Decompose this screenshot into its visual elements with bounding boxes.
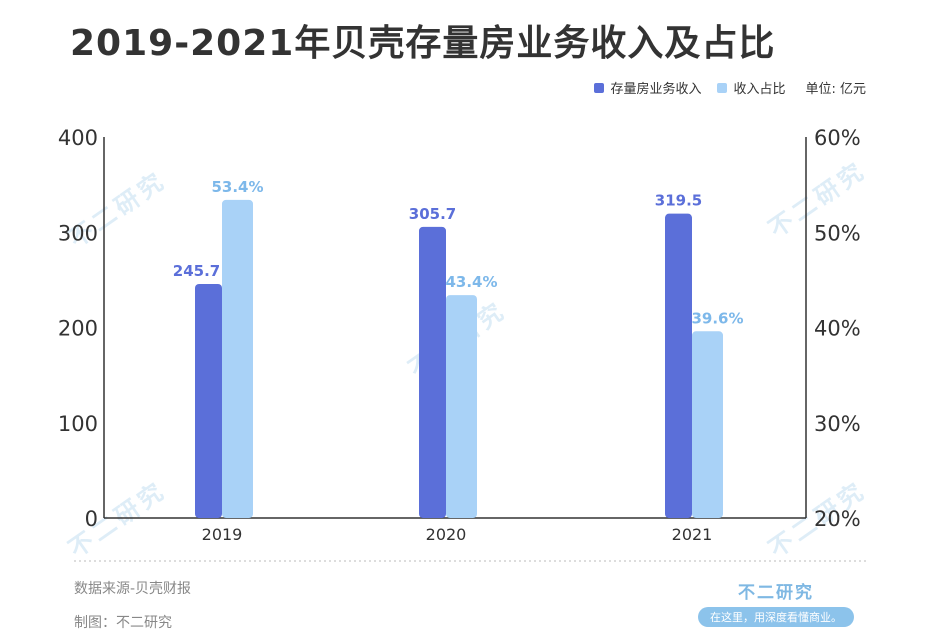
left-tick-label: 400 (58, 126, 98, 150)
right-tick-label: 50% (814, 221, 861, 245)
data-label-series2: 53.4% (211, 178, 263, 196)
legend-swatch-series1 (594, 82, 605, 93)
data-label-series2: 43.4% (445, 273, 497, 291)
bar-series1 (195, 283, 222, 518)
chart-legend: 存量房业务收入 收入占比 单位: 亿元 (594, 78, 866, 97)
right-tick-label: 40% (814, 317, 861, 341)
data-label-series1: 319.5 (655, 192, 702, 210)
x-tick-label: 2020 (426, 525, 467, 544)
data-label-series1: 245.7 (173, 262, 220, 280)
left-tick-label: 300 (58, 221, 98, 245)
left-tick-label: 200 (58, 317, 98, 341)
bar-series2 (222, 199, 253, 519)
x-tick-label: 2021 (672, 525, 713, 544)
right-tick-label: 30% (814, 412, 861, 436)
left-tick-label: 100 (58, 412, 98, 436)
bar-series1 (665, 213, 692, 518)
data-label-series1: 305.7 (409, 205, 456, 223)
x-tick-label: 2019 (202, 525, 243, 544)
source-note: 数据来源-贝壳财报 (74, 581, 192, 597)
brand-name: 不二研究 (738, 583, 814, 603)
bar-series1 (419, 226, 446, 519)
legend-label-series1: 存量房业务收入 (610, 82, 702, 97)
maker-note: 制图：不二研究 (74, 615, 172, 631)
left-tick-label: 0 (85, 507, 98, 531)
brand-slogan: 在这里，用深度看懂商业。 (698, 607, 854, 627)
unit-label: 单位: 亿元 (805, 82, 866, 97)
bar-series2 (446, 295, 477, 518)
right-tick-label: 60% (814, 126, 861, 150)
bar-series2 (692, 331, 723, 518)
legend-item-series2: 收入占比 (717, 78, 785, 97)
legend-label-series2: 收入占比 (733, 82, 786, 97)
legend-swatch-series2 (717, 82, 728, 93)
right-tick-label: 20% (814, 507, 861, 531)
page-title: 2019-2021年贝壳存量房业务收入及占比 (70, 23, 776, 64)
brand-logo: 不二研究 在这里，用深度看懂商业。 (686, 578, 866, 627)
legend-item-series1: 存量房业务收入 (594, 78, 701, 97)
data-label-series2: 39.6% (691, 309, 743, 327)
